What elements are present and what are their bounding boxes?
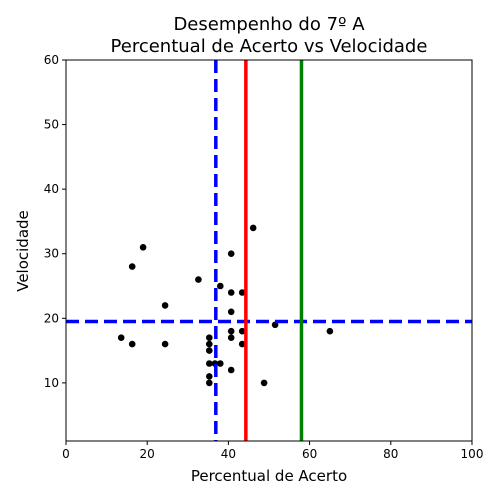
- data-point: [206, 340, 213, 348]
- plot-area: [65, 59, 473, 442]
- y-tick-label: 30: [44, 247, 59, 261]
- y-tick-label: 50: [44, 118, 59, 132]
- data-point: [227, 334, 235, 342]
- data-point: [206, 373, 213, 380]
- data-point: [128, 340, 136, 348]
- x-tick-label: 40: [221, 447, 236, 461]
- data-point: [238, 327, 246, 335]
- data-point: [326, 327, 334, 335]
- data-point: [227, 308, 235, 316]
- x-axis-label: Percentual de Acerto: [191, 467, 347, 485]
- x-tick-label: 0: [62, 447, 70, 461]
- data-point: [206, 347, 213, 354]
- axis-ticks: 0 20 40 60 80 100 10 20 30 40 50 60: [44, 53, 484, 461]
- data-point: [227, 250, 235, 257]
- data-point: [238, 340, 246, 348]
- data-point: [227, 289, 235, 296]
- y-tick-label: 40: [44, 182, 59, 196]
- data-point: [206, 379, 213, 387]
- plot-inner: [66, 60, 472, 441]
- plot-frame: [65, 59, 473, 442]
- data-point: [238, 289, 246, 296]
- data-point: [206, 360, 213, 367]
- y-tick-label: 10: [44, 376, 59, 390]
- x-tick-label: 60: [302, 447, 317, 461]
- data-point: [139, 244, 147, 251]
- y-axis-label: Velocidade: [14, 210, 32, 292]
- data-point: [217, 360, 224, 367]
- data-point: [161, 302, 169, 309]
- data-point: [206, 334, 213, 342]
- data-point: [161, 340, 169, 348]
- data-point: [217, 282, 224, 290]
- data-point: [260, 379, 268, 387]
- x-tick-label: 80: [383, 447, 398, 461]
- y-tick-label: 60: [44, 53, 59, 67]
- x-tick-label: 100: [461, 447, 484, 461]
- x-tick-label: 20: [140, 447, 155, 461]
- chart-title-line-1: Desempenho do 7º A: [173, 14, 365, 35]
- data-point: [195, 276, 202, 283]
- chart-title-line-2: Percentual de Acerto vs Velocidade: [111, 36, 428, 57]
- data-point: [117, 334, 125, 342]
- data-point: [227, 366, 235, 374]
- y-tick-label: 20: [44, 311, 59, 325]
- data-point: [227, 327, 235, 335]
- data-point: [128, 263, 136, 270]
- data-point: [249, 224, 257, 232]
